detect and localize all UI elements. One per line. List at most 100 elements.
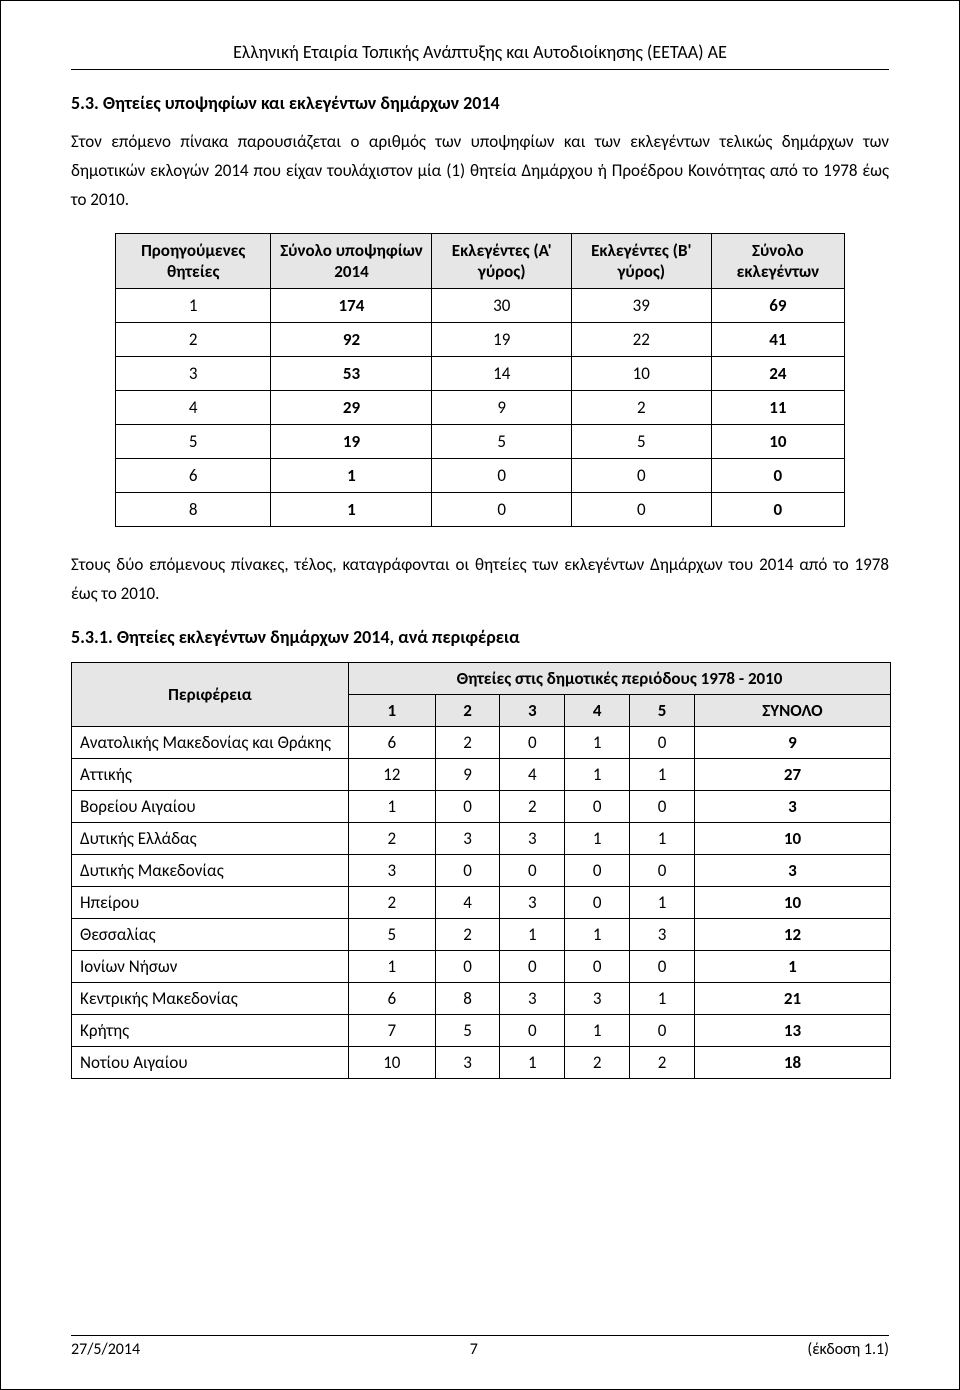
table-cell: 0 xyxy=(565,887,630,919)
table-row: 292192241 xyxy=(116,322,845,356)
page-header: Ελληνική Εταιρία Τοπικής Ανάπτυξης και Α… xyxy=(71,41,889,70)
table-row: Νοτίου Αιγαίου10312218 xyxy=(72,1047,891,1079)
table-cell: 3 xyxy=(500,823,565,855)
table-cell: 1 xyxy=(565,759,630,791)
table-cell: 2 xyxy=(116,322,271,356)
table-cell: 2 xyxy=(571,390,711,424)
table-cell: 2 xyxy=(349,887,436,919)
table-row: Κρήτης7501013 xyxy=(72,1015,891,1047)
table-cell: 8 xyxy=(435,983,500,1015)
table-cell: 5 xyxy=(435,1015,500,1047)
table-cell: Κεντρικής Μακεδονίας xyxy=(72,983,349,1015)
table-cell: 0 xyxy=(571,458,711,492)
table-cell: 2 xyxy=(565,1047,630,1079)
t1-col-elected-b: Εκλεγέντες (Β' γύρος) xyxy=(571,233,711,288)
table-cell: 11 xyxy=(711,390,844,424)
table-cell: 0 xyxy=(565,951,630,983)
table-cell: 2 xyxy=(435,727,500,759)
table-row: Δυτικής Μακεδονίας300003 xyxy=(72,855,891,887)
table-cell: 10 xyxy=(711,424,844,458)
table-row: Θεσσαλίας5211312 xyxy=(72,919,891,951)
table-cell: 10 xyxy=(349,1047,436,1079)
table-cell: 10 xyxy=(694,887,890,919)
table-cell: Θεσσαλίας xyxy=(72,919,349,951)
table-cell: Βορείου Αιγαίου xyxy=(72,791,349,823)
table-cell: 5 xyxy=(116,424,271,458)
table-row: Βορείου Αιγαίου102003 xyxy=(72,791,891,823)
table-cell: 3 xyxy=(694,791,890,823)
table-cell: 0 xyxy=(435,855,500,887)
table-cell: 1 xyxy=(565,727,630,759)
table-cell: 1 xyxy=(500,1047,565,1079)
table-cell: 5 xyxy=(349,919,436,951)
table-cell: Ανατολικής Μακεδονίας και Θράκης xyxy=(72,727,349,759)
table-cell: 0 xyxy=(432,458,571,492)
t1-col-total-candidates: Σύνολο υποψηφίων 2014 xyxy=(271,233,432,288)
table-cell: Δυτικής Μακεδονίας xyxy=(72,855,349,887)
table-cell: 9 xyxy=(435,759,500,791)
table-cell: 1 xyxy=(271,458,432,492)
table-cell: 18 xyxy=(694,1047,890,1079)
t2-col-4: 4 xyxy=(565,695,630,727)
table-cell: 0 xyxy=(500,727,565,759)
table-cell: 13 xyxy=(694,1015,890,1047)
table-cell: 0 xyxy=(565,791,630,823)
table-cell: 3 xyxy=(116,356,271,390)
table-cell: 41 xyxy=(711,322,844,356)
table-cell: 39 xyxy=(571,288,711,322)
page-footer: 27/5/2014 7 (έκδοση 1.1) xyxy=(71,1335,889,1359)
table-cell: 0 xyxy=(630,791,695,823)
table-cell: 3 xyxy=(435,1047,500,1079)
table-row: Κεντρικής Μακεδονίας6833121 xyxy=(72,983,891,1015)
table-cell: 19 xyxy=(432,322,571,356)
table-cell: Αττικής xyxy=(72,759,349,791)
table-cell: 1 xyxy=(630,759,695,791)
table-row: Αττικής12941127 xyxy=(72,759,891,791)
table-cell: 0 xyxy=(630,1015,695,1047)
page: Ελληνική Εταιρία Τοπικής Ανάπτυξης και Α… xyxy=(0,0,960,1390)
table-cell: 3 xyxy=(349,855,436,887)
table-cell: 3 xyxy=(694,855,890,887)
table-cell: 1 xyxy=(500,919,565,951)
footer-date: 27/5/2014 xyxy=(71,1340,140,1359)
table-cell: Ηπείρου xyxy=(72,887,349,919)
t1-col-elected-a: Εκλεγέντες (Α' γύρος) xyxy=(432,233,571,288)
table-cell: 0 xyxy=(630,951,695,983)
table-cell: 3 xyxy=(565,983,630,1015)
table-cell: 4 xyxy=(500,759,565,791)
t2-col-5: 5 xyxy=(630,695,695,727)
table-row: 4299211 xyxy=(116,390,845,424)
table-cell: 69 xyxy=(711,288,844,322)
table-cell: 10 xyxy=(694,823,890,855)
table-cell: Νοτίου Αιγαίου xyxy=(72,1047,349,1079)
table-cell: 7 xyxy=(349,1015,436,1047)
table-cell: 53 xyxy=(271,356,432,390)
table-row: 61000 xyxy=(116,458,845,492)
table-cell: 10 xyxy=(571,356,711,390)
t2-col-total: ΣΥΝΟΛΟ xyxy=(694,695,890,727)
table-cell: 0 xyxy=(500,951,565,983)
table-cell: 0 xyxy=(571,492,711,526)
table-cell: 92 xyxy=(271,322,432,356)
table-cell: 0 xyxy=(630,727,695,759)
table-terms-by-region: Περιφέρεια Θητείες στις δημοτικές περιόδ… xyxy=(71,662,891,1079)
table-cell: 1 xyxy=(565,1015,630,1047)
t1-col-total-elected: Σύνολο εκλεγέντων xyxy=(711,233,844,288)
table-row: 1174303969 xyxy=(116,288,845,322)
table-cell: 3 xyxy=(500,983,565,1015)
table-cell: 0 xyxy=(630,855,695,887)
table-cell: 8 xyxy=(116,492,271,526)
t2-col-region: Περιφέρεια xyxy=(72,663,349,727)
table-cell: 21 xyxy=(694,983,890,1015)
table-row: Ιονίων Νήσων100001 xyxy=(72,951,891,983)
table-row: Δυτικής Ελλάδας2331110 xyxy=(72,823,891,855)
table-cell: 4 xyxy=(116,390,271,424)
table-cell: 0 xyxy=(435,951,500,983)
t2-col-2: 2 xyxy=(435,695,500,727)
table-cell: 0 xyxy=(435,791,500,823)
table-cell: 3 xyxy=(500,887,565,919)
table-cell: 0 xyxy=(500,855,565,887)
section-53-paragraph: Στον επόμενο πίνακα παρουσιάζεται ο αριθ… xyxy=(71,128,889,215)
table-cell: 0 xyxy=(432,492,571,526)
table-row: 5195510 xyxy=(116,424,845,458)
